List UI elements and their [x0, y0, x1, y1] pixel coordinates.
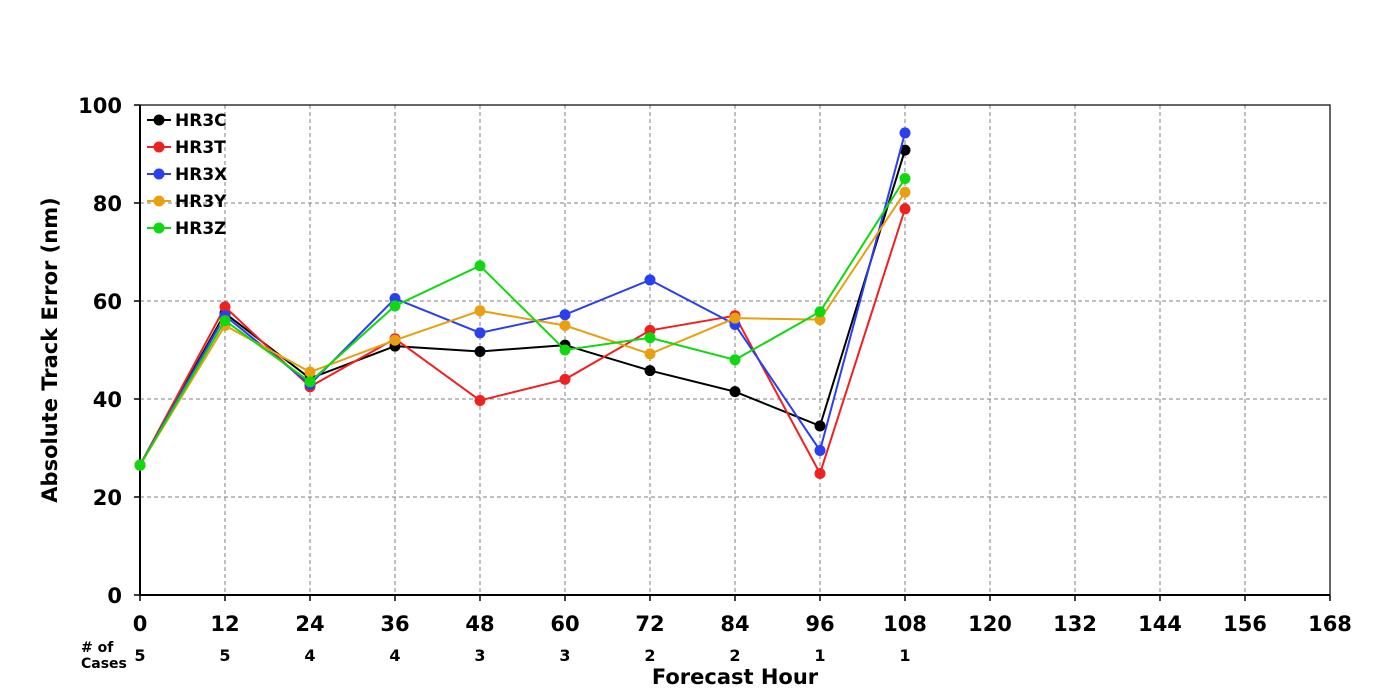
series-line-hr3y [139, 191, 906, 466]
data-point-hr3z [219, 315, 231, 327]
x-tick-label: 60 [550, 612, 579, 636]
legend: HR3C HR3T HR3X HR3Y HR3Z [147, 111, 227, 239]
y-tick-label: 100 [78, 94, 122, 118]
series-line-hr3z [139, 177, 906, 466]
legend-swatch-marker [153, 195, 165, 207]
data-point-hr3z [134, 459, 146, 471]
cases-row: # of Cases 5 5 4 4 3 3 2 2 1 1 [81, 640, 911, 672]
series-layer [134, 127, 911, 479]
data-point-hr3z [389, 300, 401, 312]
data-point-hr3t [814, 467, 826, 479]
x-axis-title: Forecast Hour [652, 665, 819, 689]
cases-count: 5 [134, 646, 145, 665]
x-tick-label: 108 [883, 612, 927, 636]
legend-swatch-marker [153, 114, 165, 126]
data-point-hr3z [559, 344, 571, 356]
x-tick-label: 168 [1308, 612, 1352, 636]
data-point-hr3x [644, 274, 656, 286]
x-axis-ticks: 0 12 24 36 48 60 72 84 96 108 120 132 144 156 168 [133, 595, 1352, 636]
grid-lines [140, 105, 1330, 595]
data-point-hr3y [304, 366, 316, 378]
legend-swatch-marker [153, 141, 165, 153]
data-point-hr3z [899, 173, 911, 184]
series-hr3z [134, 173, 911, 471]
cases-count: 4 [304, 646, 315, 665]
series-hr3x [134, 127, 911, 471]
y-tick-label: 60 [93, 290, 122, 314]
cases-count: 3 [474, 646, 485, 665]
series-hr3y [134, 186, 911, 471]
data-point-hr3t [219, 301, 231, 313]
x-tick-label: 96 [805, 612, 834, 636]
data-point-hr3x [474, 327, 486, 339]
x-tick-label: 72 [635, 612, 664, 636]
x-tick-label: 132 [1053, 612, 1097, 636]
y-tick-label: 20 [93, 486, 122, 510]
y-tick-label: 40 [93, 388, 122, 412]
cases-count: 2 [644, 646, 655, 665]
data-point-hr3c [814, 420, 826, 432]
y-axis-title: Absolute Track Error (nm) [38, 197, 62, 502]
series-line-hr3x [139, 132, 906, 466]
data-point-hr3t [559, 373, 571, 385]
data-point-hr3t [474, 394, 486, 406]
data-point-hr3z [729, 354, 741, 366]
x-tick-label: 144 [1138, 612, 1182, 636]
data-point-hr3c [729, 386, 741, 398]
x-tick-label: 24 [295, 612, 324, 636]
data-point-hr3y [559, 320, 571, 331]
legend-label: HR3X [175, 165, 227, 185]
x-tick-label: 36 [380, 612, 409, 636]
data-point-hr3t [899, 203, 911, 215]
legend-item-hr3z: HR3Z [147, 219, 226, 239]
cases-count: 1 [814, 646, 825, 665]
cases-count: 1 [899, 646, 910, 665]
series-hr3t [134, 203, 911, 479]
data-point-hr3y [389, 334, 401, 346]
data-point-hr3z [474, 260, 486, 272]
x-tick-label: 156 [1223, 612, 1267, 636]
legend-label: HR3C [175, 111, 227, 131]
legend-label: HR3Y [175, 192, 227, 212]
x-tick-label: 12 [210, 612, 239, 636]
data-point-hr3x [899, 127, 911, 139]
data-point-hr3c [899, 144, 911, 156]
data-point-hr3y [899, 186, 911, 198]
cases-label-line1: # of [81, 640, 114, 656]
data-point-hr3x [814, 444, 826, 456]
data-point-hr3y [729, 312, 741, 324]
data-point-hr3y [814, 314, 826, 326]
x-tick-label: 48 [465, 612, 494, 636]
data-point-hr3c [644, 365, 656, 377]
cases-label-line2: Cases [81, 656, 127, 672]
y-tick-label: 80 [93, 192, 122, 216]
data-point-hr3y [474, 305, 486, 317]
x-tick-label: 120 [968, 612, 1012, 636]
legend-item-hr3y: HR3Y [147, 192, 227, 212]
x-tick-label: 0 [133, 612, 148, 636]
y-tick-label: 0 [107, 584, 122, 608]
legend-swatch-marker [153, 168, 165, 180]
y-axis-ticks: 0 20 40 60 80 100 [78, 94, 140, 608]
legend-item-hr3t: HR3T [147, 138, 226, 158]
series-line-hr3t [139, 208, 906, 477]
legend-item-hr3x: HR3X [147, 165, 227, 185]
legend-swatch-marker [153, 222, 165, 234]
data-point-hr3y [644, 348, 656, 360]
cases-count: 3 [559, 646, 570, 665]
x-tick-label: 84 [720, 612, 749, 636]
legend-label: HR3Z [175, 219, 226, 239]
data-point-hr3c [474, 345, 486, 357]
data-point-hr3z [304, 376, 316, 388]
data-point-hr3z [814, 306, 826, 318]
legend-label: HR3T [175, 138, 226, 158]
cases-count: 2 [729, 646, 740, 665]
data-point-hr3z [644, 332, 656, 344]
legend-item-hr3c: HR3C [147, 111, 227, 131]
data-point-hr3x [559, 309, 571, 321]
cases-count: 5 [219, 646, 230, 665]
cases-count: 4 [389, 646, 400, 665]
